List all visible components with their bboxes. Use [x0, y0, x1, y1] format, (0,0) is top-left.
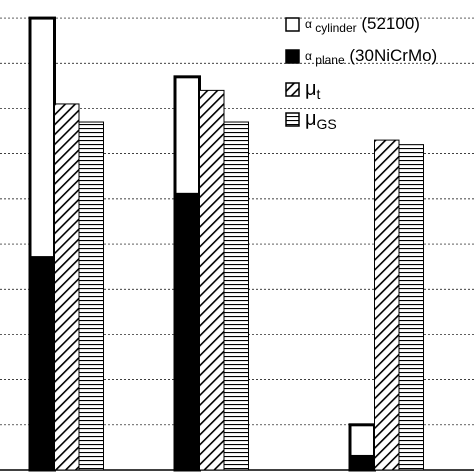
- legend-label: μt: [305, 78, 321, 101]
- bar: [173, 192, 201, 472]
- legend-swatch: [285, 112, 300, 127]
- bar: [28, 16, 56, 260]
- bar: [78, 121, 104, 471]
- bar: [398, 144, 424, 471]
- bar: [374, 139, 400, 471]
- legend-label: α cylinder (52100): [305, 14, 420, 35]
- legend-swatch: [285, 49, 300, 64]
- bar: [199, 89, 225, 471]
- legend-swatch: [285, 17, 300, 32]
- bar: [54, 103, 80, 471]
- bar: [348, 423, 376, 458]
- bar: [348, 454, 376, 472]
- bar: [28, 256, 56, 472]
- legend-swatch: [285, 82, 300, 97]
- bar: [223, 121, 249, 471]
- bar: [173, 75, 201, 196]
- legend-label: α plane (30NiCrMo): [305, 46, 437, 67]
- legend-label: μGS: [305, 108, 337, 131]
